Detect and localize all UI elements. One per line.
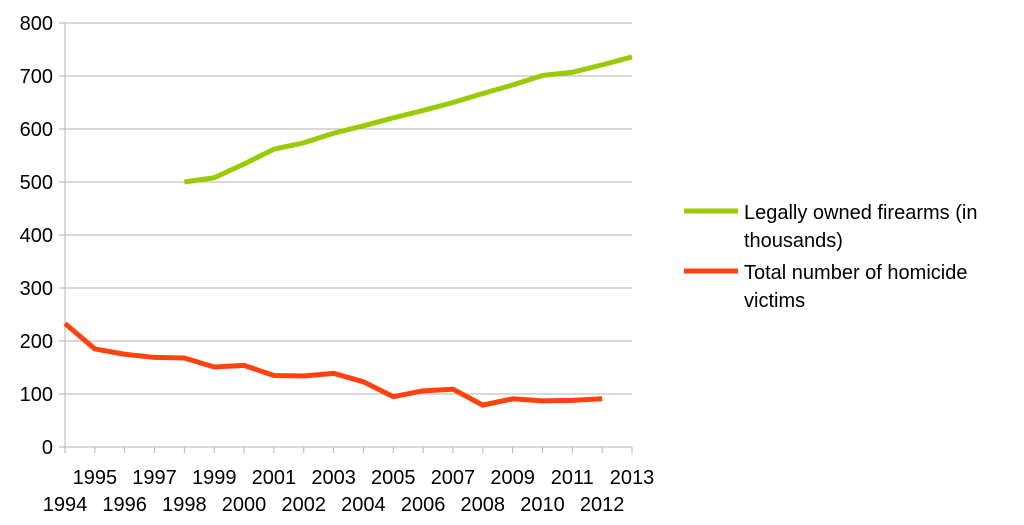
x-tick-label: 2000: [222, 494, 267, 516]
x-tick-label: 1998: [162, 494, 207, 516]
x-tick-label: 2010: [520, 494, 565, 516]
legend-label-firearms: thousands): [744, 230, 843, 252]
legend: Legally owned firearms (in thousands) Tota…: [684, 202, 977, 312]
legend-label-firearms: Legally owned firearms (in: [744, 202, 977, 224]
series-line-firearms: [184, 54, 633, 185]
y-tick-label: 800: [20, 13, 53, 35]
series-line-homicides: [63, 321, 603, 408]
y-axis-tick-labels: 0 100 200 300 400 500 600 700 800: [20, 13, 53, 459]
legend-label-homicides: Total number of homicide: [744, 262, 967, 284]
x-axis-tick-labels: 1994 1995 1996 1997 1998 1999 2000 2001 2002 2003…: [43, 467, 655, 516]
x-tick-label: 1997: [132, 467, 177, 489]
y-tick-label: 0: [42, 437, 53, 459]
series-lines: [63, 54, 633, 408]
gridlines: [65, 22, 632, 395]
y-tick-label: 400: [20, 225, 53, 247]
y-tick-label: 300: [20, 278, 53, 300]
x-tick-label: 2003: [311, 467, 356, 489]
x-tick-label: 2004: [341, 494, 386, 516]
x-tick-label: 1995: [73, 467, 118, 489]
x-tick-label: 1994: [43, 494, 88, 516]
y-tick-label: 100: [20, 384, 53, 406]
x-tick-label: 2011: [551, 467, 594, 489]
x-tick-label: 1999: [192, 467, 237, 489]
x-tick-label: 2002: [281, 494, 326, 516]
y-tick-label: 500: [20, 172, 53, 194]
x-tick-label: 2006: [401, 494, 446, 516]
y-tick-label: 700: [20, 66, 53, 88]
y-tick-label: 200: [20, 331, 53, 353]
y-tick-label: 600: [20, 119, 53, 141]
x-tick-label: 2012: [580, 494, 625, 516]
x-tick-label: 2009: [490, 467, 535, 489]
x-tick-label: 2013: [610, 467, 655, 489]
x-tick-label: 2007: [431, 467, 476, 489]
x-tick-label: 2008: [461, 494, 506, 516]
axes: [59, 22, 633, 453]
x-tick-label: 1996: [102, 494, 147, 516]
x-tick-label: 2001: [252, 467, 297, 489]
x-tick-label: 2005: [371, 467, 416, 489]
legend-label-homicides: victims: [744, 290, 805, 312]
